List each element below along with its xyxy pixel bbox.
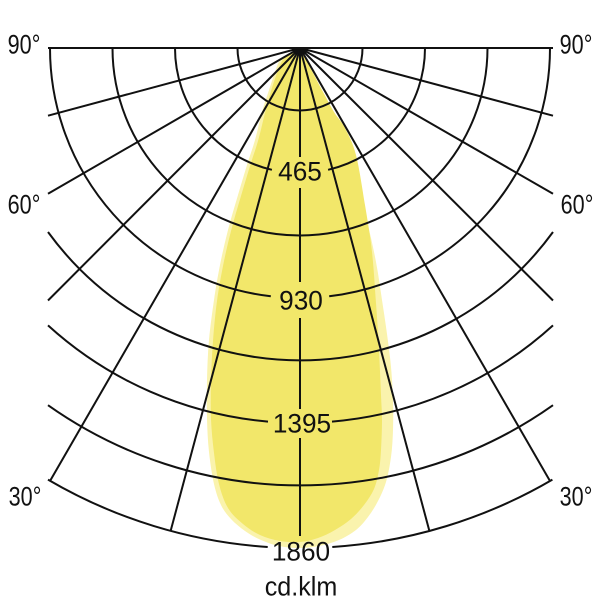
grid-ring-arc [332, 478, 553, 548]
grid-radial-line [299, 47, 554, 195]
grid-ring-arc [331, 324, 554, 423]
grid-ring-arc [47, 324, 269, 423]
grid-radial-line [47, 47, 301, 302]
grid-ring-arc [47, 404, 554, 487]
grid-radial-line [299, 47, 554, 302]
grid-ring-arc [111, 47, 489, 237]
grid-ring-arc [47, 231, 554, 362]
grid-ring-arc [236, 47, 364, 112]
grid-ring-arc [49, 47, 271, 298]
grid-radial-line [47, 47, 301, 195]
grid-ring-arc [327, 47, 426, 171]
grid-radial-line [47, 47, 301, 117]
origin-marker [292, 48, 308, 55]
beam-main-lobe [210, 48, 382, 543]
grid-radial-line [299, 47, 554, 117]
grid-ring-arc [47, 478, 268, 548]
grid-ring-arc [329, 47, 551, 298]
grid-ring-arc [174, 47, 273, 171]
